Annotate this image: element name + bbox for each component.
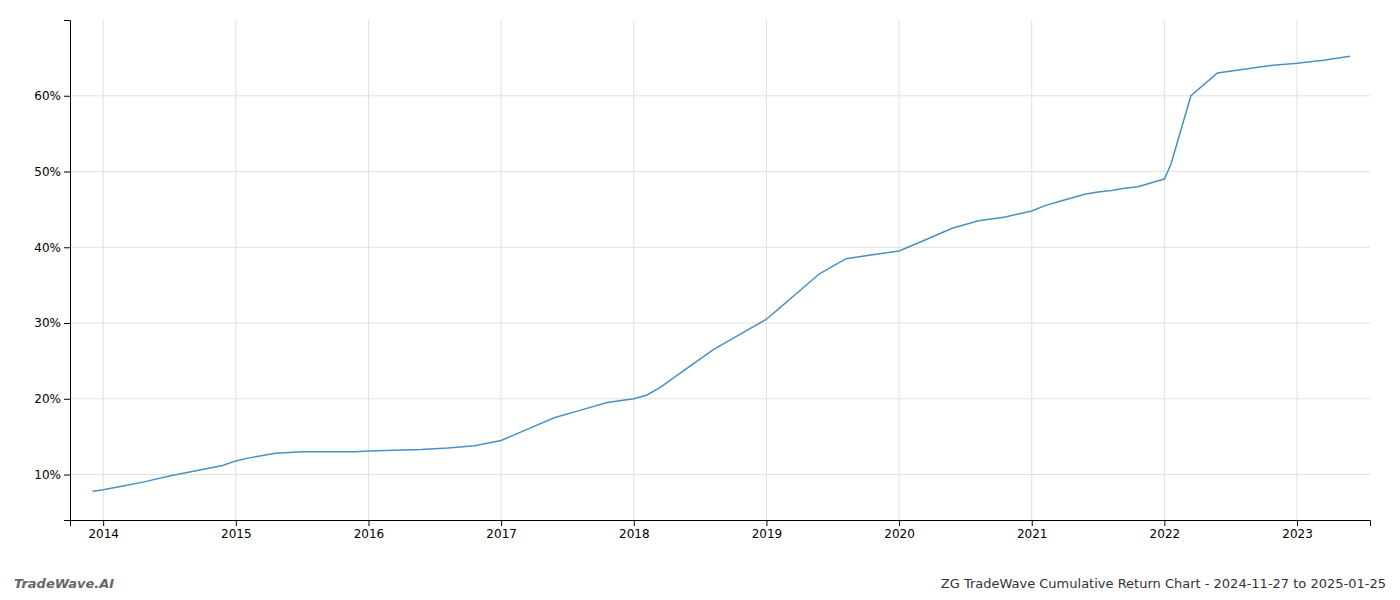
grid-line bbox=[1297, 20, 1298, 520]
y-tick: 20% bbox=[34, 392, 70, 406]
x-tick-mark bbox=[1032, 520, 1033, 526]
x-tick-mark bbox=[501, 520, 502, 526]
x-tick: 2018 bbox=[619, 520, 650, 541]
grid-line bbox=[70, 95, 1370, 96]
y-tick-label: 10% bbox=[34, 468, 61, 482]
title: ZG TradeWave Cumulative Return Chart - 2… bbox=[941, 576, 1386, 591]
x-tick: 2023 bbox=[1282, 520, 1313, 541]
x-tick-label: 2022 bbox=[1150, 527, 1181, 541]
y-tick: 10% bbox=[34, 468, 70, 482]
grid-line bbox=[235, 20, 236, 520]
x-tick-mark bbox=[368, 520, 369, 526]
y-tick: 30% bbox=[34, 316, 70, 330]
x-tick-label: 2021 bbox=[1017, 527, 1048, 541]
y-tick-mark bbox=[64, 399, 70, 400]
grid-line bbox=[70, 398, 1370, 399]
grid-line bbox=[1164, 20, 1165, 520]
chart: 2014 2015 2016 2017 2018 2019 2020 2021 2022 2023… bbox=[0, 0, 1400, 600]
grid-line bbox=[70, 171, 1370, 172]
y-tick-label: 60% bbox=[34, 89, 61, 103]
grid-line bbox=[70, 323, 1370, 324]
grid bbox=[70, 20, 1370, 520]
x-axis: 2014 2015 2016 2017 2018 2019 2020 2021 2022 2023 bbox=[71, 520, 1371, 541]
y-tick: 60% bbox=[34, 89, 70, 103]
y-tick-mark bbox=[64, 475, 70, 476]
x-tick-label: 2023 bbox=[1282, 527, 1313, 541]
grid-line bbox=[1031, 20, 1032, 520]
grid-line bbox=[70, 247, 1370, 248]
x-tick: 2015 bbox=[221, 520, 252, 541]
x-axis-line bbox=[71, 521, 1371, 527]
y-tick-mark bbox=[64, 172, 70, 173]
x-tick-label: 2014 bbox=[88, 527, 119, 541]
x-tick: 2020 bbox=[884, 520, 915, 541]
grid-line bbox=[766, 20, 767, 520]
x-tick-mark bbox=[1297, 520, 1298, 526]
line bbox=[93, 56, 1351, 491]
y-tick-label: 30% bbox=[34, 316, 61, 330]
grid-line bbox=[501, 20, 502, 520]
x-tick-label: 2018 bbox=[619, 527, 650, 541]
x-tick-label: 2020 bbox=[884, 527, 915, 541]
x-tick-label: 2015 bbox=[221, 527, 252, 541]
y-tick: 40% bbox=[34, 241, 70, 255]
y-tick-label: 40% bbox=[34, 241, 61, 255]
grid-line bbox=[633, 20, 634, 520]
plot: 2014 2015 2016 2017 2018 2019 2020 2021 2022 2023… bbox=[34, 20, 1370, 541]
x-tick-label: 2016 bbox=[354, 527, 385, 541]
x-tick-mark bbox=[899, 520, 900, 526]
x-tick-mark bbox=[103, 520, 104, 526]
x-tick: 2016 bbox=[354, 520, 385, 541]
x-tick-label: 2017 bbox=[486, 527, 517, 541]
x-tick: 2017 bbox=[486, 520, 517, 541]
x-tick: 2014 bbox=[88, 520, 119, 541]
y-axis: 10% 20% 30% 40% 50% 60% bbox=[34, 21, 70, 521]
x-tick-mark bbox=[766, 520, 767, 526]
y-tick-mark bbox=[64, 323, 70, 324]
y-axis-line bbox=[64, 21, 71, 521]
y-tick-label: 20% bbox=[34, 392, 61, 406]
y-tick-label: 50% bbox=[34, 165, 61, 179]
watermark: TradeWave.AI bbox=[14, 576, 114, 591]
y-tick: 50% bbox=[34, 165, 70, 179]
grid-line bbox=[103, 20, 104, 520]
grid-line bbox=[368, 20, 369, 520]
marks bbox=[93, 56, 1351, 491]
y-tick-mark bbox=[64, 96, 70, 97]
x-tick: 2021 bbox=[1017, 520, 1048, 541]
x-tick: 2019 bbox=[752, 520, 783, 541]
y-tick-mark bbox=[64, 247, 70, 248]
grid-line bbox=[899, 20, 900, 520]
x-tick: 2022 bbox=[1150, 520, 1181, 541]
grid-line bbox=[70, 474, 1370, 475]
x-tick-mark bbox=[634, 520, 635, 526]
x-tick-mark bbox=[236, 520, 237, 526]
x-tick-label: 2019 bbox=[752, 527, 783, 541]
x-tick-mark bbox=[1164, 520, 1165, 526]
